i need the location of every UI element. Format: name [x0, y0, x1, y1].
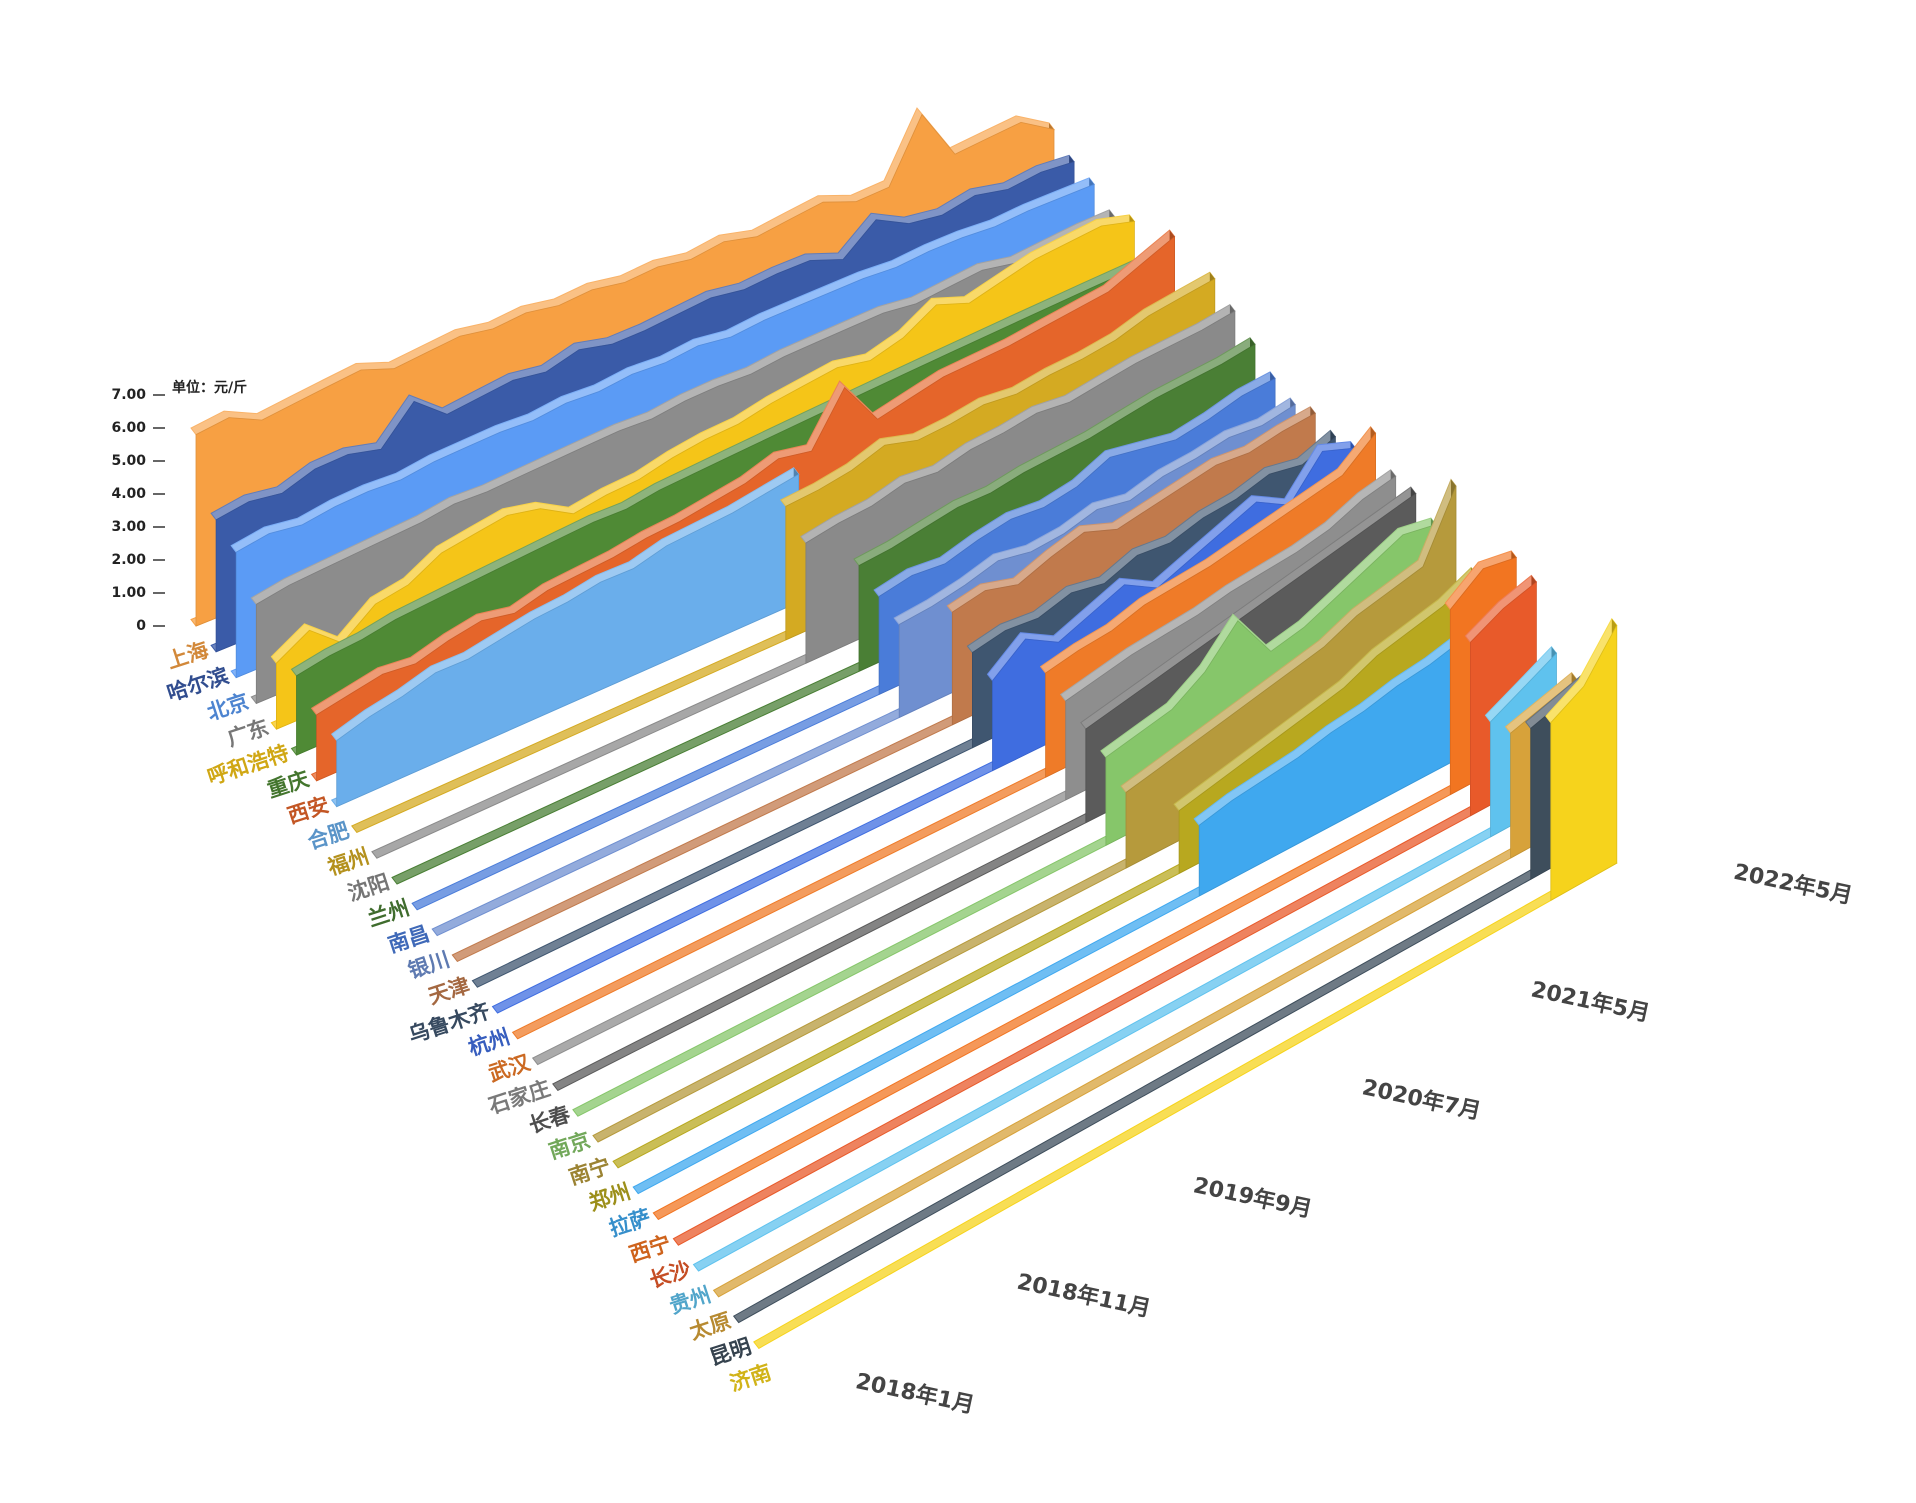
- x-tick-label: 2018年11月: [1015, 1269, 1153, 1323]
- series-label: 南昌: [385, 921, 432, 957]
- y-tick-label: 2.00: [111, 552, 146, 568]
- series-label: 贵州: [667, 1283, 714, 1319]
- series-label: 西宁: [626, 1231, 673, 1267]
- series-label: 沈阳: [345, 870, 392, 906]
- series-label: 南宁: [566, 1154, 613, 1190]
- x-tick-label: 2019年9月: [1191, 1172, 1314, 1222]
- y-tick-label: 1.00: [111, 585, 146, 601]
- series-label: 太原: [687, 1308, 734, 1344]
- series-label: 北京: [204, 689, 251, 725]
- series-label: 长沙: [646, 1257, 693, 1293]
- series-label: 西安: [285, 792, 332, 828]
- series-label: 银川: [405, 947, 452, 983]
- y-tick-label: 0: [136, 618, 146, 634]
- y-tick-label: 3.00: [111, 519, 146, 535]
- y-tick-label: 4.00: [111, 486, 146, 502]
- y-tick-label: 7.00: [111, 387, 146, 403]
- series-label: 广东: [224, 715, 271, 751]
- y-tick-label: 6.00: [111, 420, 146, 436]
- series-label: 拉萨: [606, 1205, 653, 1241]
- x-tick-label: 2021年5月: [1529, 976, 1652, 1026]
- series-label: 合肥: [305, 818, 352, 854]
- y-tick-label: 5.00: [111, 453, 146, 469]
- series-label: 武汉: [486, 1050, 534, 1086]
- x-tick-label: 2022年5月: [1731, 859, 1854, 909]
- series-group: [632, 606, 1497, 1195]
- series-label: 天津: [425, 973, 472, 1009]
- series-label: 南京: [546, 1128, 593, 1164]
- ribbon-face: [1550, 625, 1618, 902]
- series-label: 福州: [324, 844, 372, 880]
- series-label: 郑州: [586, 1179, 633, 1215]
- series-label: 杭州: [466, 1025, 513, 1061]
- series-group: [753, 617, 1618, 1350]
- y-unit-label: 单位：元/斤: [172, 379, 247, 396]
- series-label: 重庆: [265, 767, 312, 803]
- x-tick-label: 2020年7月: [1360, 1074, 1483, 1124]
- series-label: 济南: [727, 1360, 774, 1396]
- series-label: 兰州: [365, 896, 412, 932]
- series-label: 上海: [164, 638, 211, 674]
- series-label: 昆明: [707, 1334, 754, 1370]
- series-label: 长春: [526, 1102, 574, 1138]
- x-tick-label: 2018年1月: [853, 1368, 976, 1418]
